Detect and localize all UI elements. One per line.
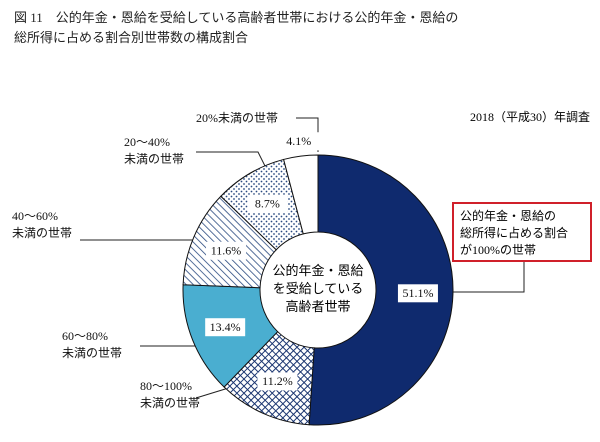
center-label: 公的年金・恩給 を受給している 高齢者世帯 [272,263,364,314]
value-label-group: 11.2% [257,372,298,391]
leader-line [450,262,525,293]
value-label: 4.1% [286,134,311,148]
value-label: 51.1% [402,286,433,300]
leader-line [80,235,213,241]
value-label-group: 13.4% [205,318,246,337]
category-label: 40～60% 未満の世帯 [12,209,73,240]
value-label-group: 11.6% [206,241,247,260]
value-label-group: 8.7% [247,194,288,213]
category-label: 20%未満の世帯 [196,111,278,125]
value-label-bg [278,132,319,151]
value-label-bg [206,241,247,260]
value-label-bg [247,194,288,213]
highlight-box: 公的年金・恩給の 総所得に占める割合 が100%の世帯 [452,202,592,262]
value-label: 11.2% [262,374,293,388]
donut-slice [283,154,319,235]
category-label: 80～100% 未満の世帯 [140,379,201,410]
leader-line [196,151,267,169]
value-label: 13.4% [210,320,241,334]
category-label: 20～40% 未満の世帯 [124,135,185,166]
donut-slice [308,154,454,426]
value-label-bg [397,284,438,303]
value-label-group: 51.1% [397,284,438,303]
value-label-bg [205,318,246,337]
chart-title: 図 11 公的年金・恩給を受給している高齢者世帯における公的年金・恩給の 総所得… [14,10,459,45]
subtitle: 2018（平成30）年調査 [470,110,590,124]
value-label-group: 4.1% [278,132,319,151]
value-label-bg [257,372,298,391]
category-label: 60～80% 未満の世帯 [62,329,123,360]
value-label: 11.6% [211,244,242,258]
value-label: 8.7% [255,196,280,210]
